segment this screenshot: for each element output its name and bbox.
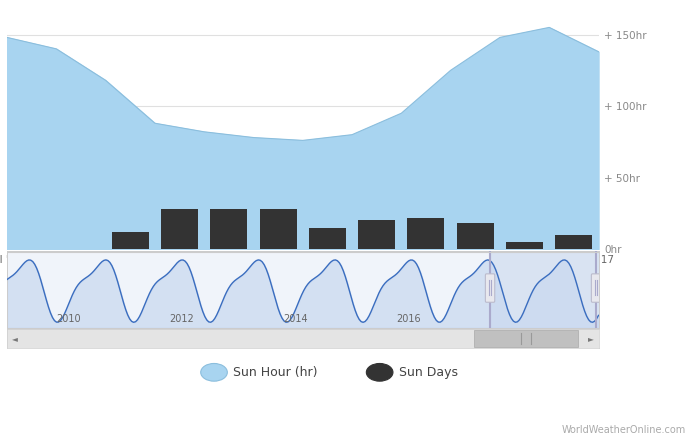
FancyBboxPatch shape: [485, 274, 495, 302]
Bar: [210, 209, 247, 249]
Ellipse shape: [201, 364, 228, 381]
Text: ◄: ◄: [12, 334, 18, 343]
Bar: [490, 251, 598, 328]
Text: 2016: 2016: [396, 314, 421, 324]
Text: Sun Days: Sun Days: [398, 366, 458, 379]
Bar: [407, 218, 444, 249]
Bar: [457, 223, 494, 249]
Text: WorldWeatherOnline.com: WorldWeatherOnline.com: [561, 425, 686, 435]
Text: 2012: 2012: [169, 314, 195, 324]
Ellipse shape: [366, 364, 393, 381]
Bar: [506, 242, 543, 249]
FancyBboxPatch shape: [592, 274, 601, 302]
Bar: [555, 235, 592, 249]
Bar: [309, 228, 346, 249]
Text: 2014: 2014: [283, 314, 308, 324]
Bar: [112, 232, 148, 249]
Bar: [260, 209, 297, 249]
Text: 2010: 2010: [56, 314, 81, 324]
Bar: [358, 221, 396, 249]
Text: ►: ►: [588, 334, 594, 343]
Bar: [161, 209, 198, 249]
Text: Sun Hour (hr): Sun Hour (hr): [233, 366, 318, 379]
Bar: [475, 329, 578, 347]
